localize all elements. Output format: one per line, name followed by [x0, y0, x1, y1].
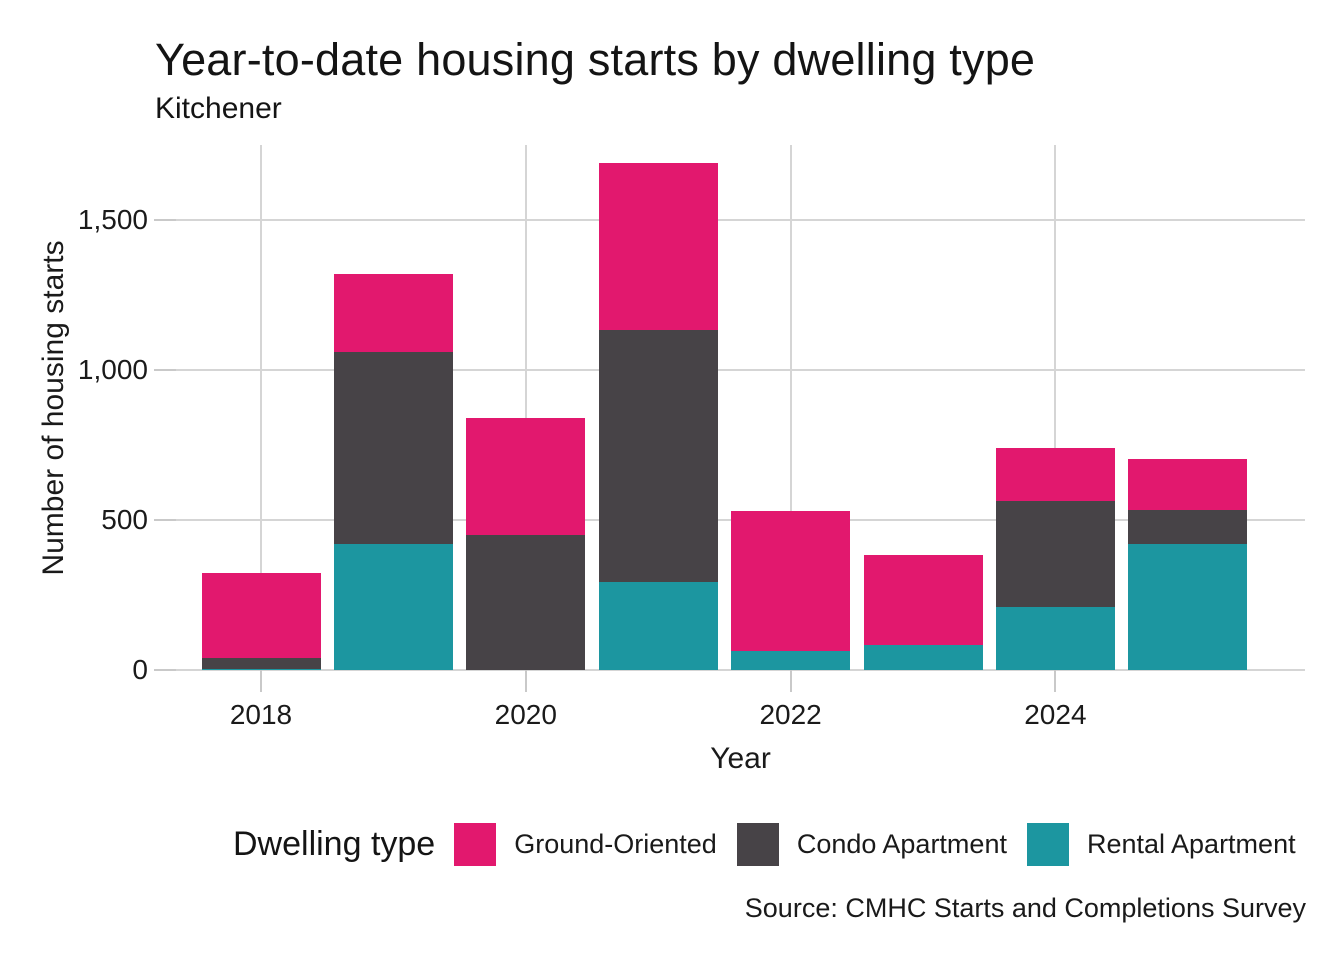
legend-item-ground-oriented: Ground-Oriented — [454, 822, 717, 866]
bar-segment — [863, 644, 983, 670]
x-axis-tick — [524, 670, 527, 692]
y-axis-tick — [154, 519, 176, 521]
x-axis-tick — [1054, 670, 1057, 692]
ground-oriented-swatch-icon — [454, 822, 497, 866]
bar-segment — [995, 500, 1115, 607]
bar-segment — [1128, 509, 1248, 544]
y-axis-tick — [154, 669, 176, 671]
x-axis-tick — [260, 670, 262, 692]
y-tick-label: 500 — [101, 504, 148, 535]
legend-item-rental-apartment: Rental Apartment — [1026, 822, 1296, 866]
bar-segment — [995, 448, 1115, 501]
gridline-vertical — [1054, 145, 1057, 670]
bar-segment — [995, 607, 1115, 670]
condo-apartment-swatch-icon — [736, 822, 779, 866]
gridline-horizontal — [176, 219, 1305, 221]
x-axis-tick — [789, 670, 792, 692]
legend-item-condo-apartment: Condo Apartment — [736, 822, 1007, 866]
plot-panel — [176, 145, 1305, 671]
bar-segment — [466, 535, 586, 670]
bar-segment — [201, 668, 321, 670]
gridline-horizontal — [176, 669, 1305, 671]
legend-label: Condo Apartment — [796, 828, 1007, 859]
y-tick-label: 1,500 — [77, 204, 148, 235]
chart-title: Year-to-date housing starts by dwelling … — [155, 34, 1036, 85]
x-tick-label: 2022 — [759, 699, 822, 730]
bar-segment — [598, 581, 718, 670]
y-tick-label: 1,000 — [77, 354, 148, 385]
gridline-vertical — [260, 145, 262, 670]
bar-segment — [731, 650, 851, 670]
legend-label: Ground-Oriented — [514, 828, 717, 859]
x-axis-title: Year — [710, 742, 771, 775]
x-tick-label: 2020 — [494, 699, 557, 730]
gridline-vertical — [524, 145, 527, 670]
bar-segment — [201, 658, 321, 669]
bar-segment — [598, 329, 718, 582]
legend: Dwelling type Ground-Oriented Condo Apar… — [233, 820, 1316, 868]
bar-segment — [598, 163, 718, 330]
bar-segment — [333, 274, 453, 352]
y-tick-label: 0 — [132, 654, 148, 685]
bar-segment — [731, 511, 851, 651]
bar-segment — [1128, 458, 1248, 510]
rental-apartment-swatch-icon — [1026, 822, 1069, 866]
bar-segment — [1128, 544, 1248, 670]
gridline-horizontal — [176, 369, 1305, 371]
bar-segment — [863, 554, 983, 645]
x-tick-label: 2024 — [1024, 699, 1087, 730]
chart-subtitle: Kitchener — [155, 92, 282, 125]
source-note: Source: CMHC Starts and Completions Surv… — [744, 893, 1306, 923]
y-axis-tick — [154, 219, 176, 221]
y-axis-tick — [154, 369, 176, 371]
bar-segment — [333, 352, 453, 544]
x-tick-label: 2018 — [229, 699, 293, 730]
bar-segment — [201, 572, 321, 658]
gridline-vertical — [789, 145, 792, 670]
bar-segment — [333, 544, 453, 670]
legend-label: Rental Apartment — [1086, 828, 1296, 859]
legend-title: Dwelling type — [233, 824, 436, 863]
bar-segment — [466, 418, 586, 535]
